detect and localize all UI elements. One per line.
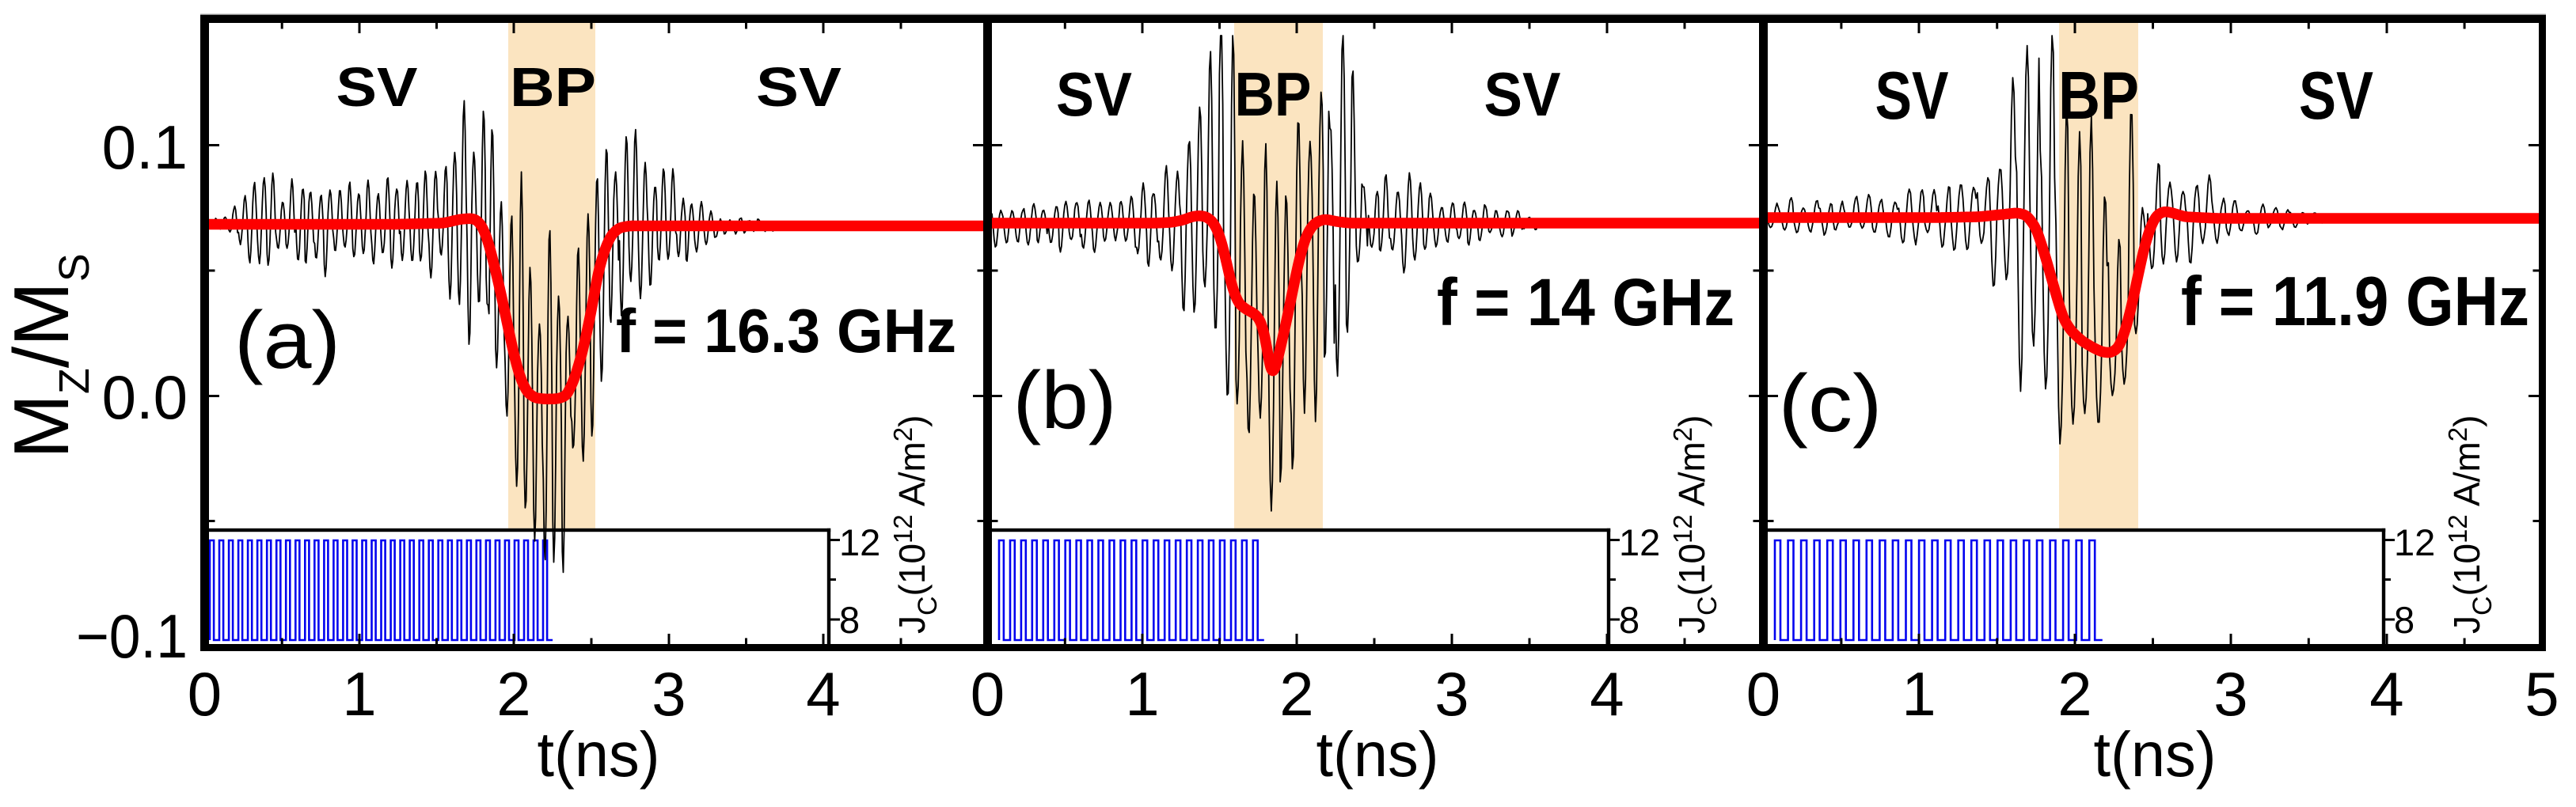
- svg-text:1: 1: [1902, 659, 1936, 729]
- svg-text:BP: BP: [510, 56, 596, 118]
- svg-text:SV: SV: [756, 56, 842, 118]
- svg-text:5: 5: [2525, 659, 2559, 729]
- svg-text:t(ns): t(ns): [538, 719, 660, 790]
- svg-text:8: 8: [1619, 599, 1639, 641]
- svg-text:2: 2: [2057, 659, 2092, 729]
- svg-text:4: 4: [1590, 659, 1624, 729]
- svg-text:0.1: 0.1: [102, 112, 188, 182]
- svg-text:SV: SV: [1056, 59, 1132, 129]
- svg-text:2: 2: [496, 659, 530, 729]
- svg-text:MZ/MS: MZ/MS: [0, 253, 98, 459]
- svg-text:8: 8: [2394, 599, 2415, 641]
- svg-text:1: 1: [1125, 659, 1159, 729]
- svg-text:SV: SV: [1875, 59, 1949, 134]
- svg-text:f = 14 GHz: f = 14 GHz: [1437, 265, 1734, 339]
- svg-text:8: 8: [839, 599, 860, 641]
- svg-text:SV: SV: [1484, 59, 1561, 129]
- svg-text:SV: SV: [2299, 59, 2373, 134]
- svg-text:0: 0: [1746, 659, 1780, 729]
- svg-text:SV: SV: [336, 56, 418, 118]
- svg-text:12: 12: [2394, 521, 2435, 563]
- svg-text:(c): (c): [1779, 358, 1883, 449]
- svg-text:0.0: 0.0: [102, 362, 188, 432]
- svg-text:12: 12: [1619, 521, 1660, 563]
- svg-text:BP: BP: [2058, 59, 2139, 134]
- svg-text:t(ns): t(ns): [1316, 719, 1439, 790]
- svg-text:4: 4: [806, 659, 840, 729]
- svg-text:3: 3: [1434, 659, 1468, 729]
- svg-text:f = 11.9 GHz: f = 11.9 GHz: [2181, 262, 2529, 340]
- svg-text:0: 0: [971, 659, 1005, 729]
- svg-text:(a): (a): [234, 294, 340, 385]
- svg-text:t(ns): t(ns): [2094, 719, 2217, 790]
- svg-text:12: 12: [839, 521, 880, 563]
- svg-text:−0.1: −0.1: [76, 601, 188, 671]
- svg-text:(b): (b): [1013, 354, 1117, 445]
- svg-text:2: 2: [1279, 659, 1313, 729]
- svg-text:3: 3: [652, 659, 686, 729]
- svg-text:0: 0: [188, 659, 222, 729]
- svg-text:f = 16.3 GHz: f = 16.3 GHz: [616, 296, 956, 366]
- svg-text:BP: BP: [1235, 59, 1312, 129]
- svg-text:4: 4: [2369, 659, 2403, 729]
- svg-text:1: 1: [342, 659, 376, 729]
- svg-text:3: 3: [2213, 659, 2247, 729]
